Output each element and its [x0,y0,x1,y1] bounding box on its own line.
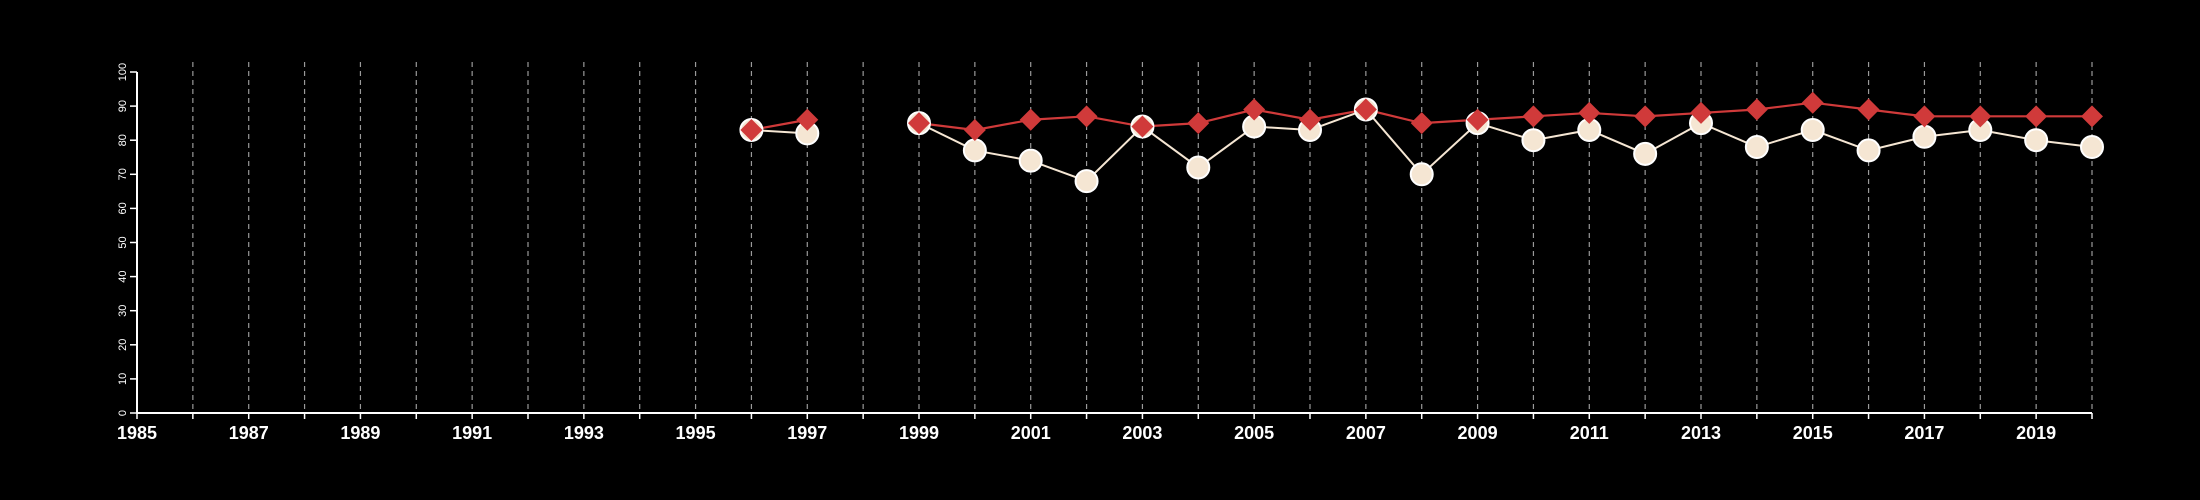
y-tick-label: 50 [117,236,129,248]
circle-point-2000 [962,138,987,163]
x-tick-label: 2007 [1346,423,1386,443]
y-tick-label: 80 [117,134,129,146]
diamond-point-1999 [908,112,930,135]
diamond-point-2015 [1801,91,1824,114]
circle-point-2019 [2024,128,2049,153]
x-tick-label: 2011 [1570,423,1609,443]
diamond-point-1996 [740,118,763,141]
circle-point-2004 [1186,155,1211,180]
diamond-point-2020 [2081,105,2103,128]
circle-point-2008 [1409,162,1434,187]
diamond-point-2005 [1243,98,1266,121]
circle-point-2002 [1074,169,1099,194]
diamond-point-2012 [1634,105,1657,128]
x-tick-label: 2013 [1681,423,1721,443]
x-tick-label: 2009 [1458,423,1498,443]
diamond-point-2001 [1019,108,1042,131]
x-tick-label: 2003 [1122,423,1162,443]
y-tick-label: 70 [117,168,129,180]
diamond-point-2000 [963,118,986,141]
y-tick-label: 40 [117,270,129,282]
y-tick-label: 100 [117,63,129,81]
circle-point-2020 [2080,135,2104,160]
x-tick-label: 1995 [676,423,716,443]
series-1-line-segment [918,108,2093,183]
diamond-point-2014 [1745,98,1768,121]
y-tick-label: 30 [117,305,129,317]
diamond-point-2010 [1522,105,1545,128]
circle-point-2014 [1744,135,1769,160]
x-tick-label: 1991 [452,423,492,443]
y-tick-label: 90 [117,100,129,112]
diamond-point-1997 [796,108,819,131]
x-tick-label: 2015 [1793,423,1833,443]
y-tick-label: 60 [117,202,129,214]
circle-point-2012 [1633,141,1658,166]
diamond-point-2013 [1690,101,1712,124]
diamond-point-2016 [1857,98,1880,121]
diamond-point-2018 [1969,105,1992,128]
x-tick-label: 2017 [1904,423,1944,443]
circle-point-2017 [1912,124,1937,149]
x-tick-label: 2019 [2016,423,2056,443]
x-tick-label: 1985 [117,423,157,443]
diamond-point-2019 [2025,105,2048,128]
diamond-point-2004 [1187,112,1210,135]
diamond-point-2008 [1410,112,1433,135]
diamond-point-2003 [1131,115,1154,138]
circle-point-2016 [1856,138,1881,163]
series-markers [739,91,2104,194]
x-tick-label: 1999 [899,423,939,443]
diamond-point-2006 [1299,108,1321,131]
x-tick-label: 1989 [340,423,380,443]
diamond-point-2009 [1466,108,1489,131]
y-tick-label: 20 [117,339,129,351]
x-tick-label: 2005 [1234,423,1274,443]
x-tick-label: 2001 [1011,423,1051,443]
axes: 0 10 20 30 40 50 60 70 80 90 100 1985 1987 1989 1991 19… [117,63,2093,443]
circle-point-2015 [1800,117,1825,142]
circle-point-2001 [1018,148,1043,173]
diamond-point-2011 [1578,101,1601,124]
y-tick-label: 10 [117,373,129,385]
series-0-line-segment [918,101,2092,132]
diamond-point-2007 [1354,98,1377,121]
x-tick-label: 1993 [564,423,604,443]
x-tick-label: 1997 [787,423,827,443]
y-tick-label: 0 [117,410,129,416]
diamond-point-2002 [1075,105,1098,128]
x-tick-label: 1987 [229,423,269,443]
diamond-point-2017 [1913,105,1936,128]
circle-point-2010 [1521,128,1546,153]
